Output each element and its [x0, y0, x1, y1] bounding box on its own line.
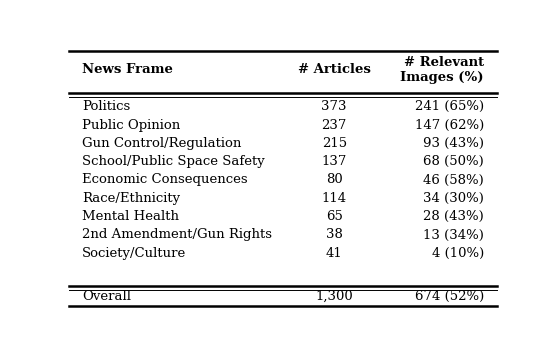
Text: # Articles: # Articles: [298, 63, 371, 76]
Text: 674 (52%): 674 (52%): [415, 290, 484, 303]
Text: Economic Consequences: Economic Consequences: [82, 174, 247, 187]
Text: Race/Ethnicity: Race/Ethnicity: [82, 192, 180, 205]
Text: 2nd Amendment/Gun Rights: 2nd Amendment/Gun Rights: [82, 229, 272, 241]
Text: Gun Control/Regulation: Gun Control/Regulation: [82, 137, 241, 150]
Text: 13 (34%): 13 (34%): [423, 229, 484, 241]
Text: 215: 215: [322, 137, 347, 150]
Text: 80: 80: [326, 174, 343, 187]
Text: Public Opinion: Public Opinion: [82, 119, 180, 132]
Text: 373: 373: [321, 100, 347, 113]
Text: 114: 114: [322, 192, 347, 205]
Text: 46 (58%): 46 (58%): [423, 174, 484, 187]
Text: 28 (43%): 28 (43%): [423, 210, 484, 223]
Text: 237: 237: [322, 119, 347, 132]
Text: Society/Culture: Society/Culture: [82, 247, 186, 260]
Text: 38: 38: [326, 229, 343, 241]
Text: 93 (43%): 93 (43%): [423, 137, 484, 150]
Text: 147 (62%): 147 (62%): [415, 119, 484, 132]
Text: # Relevant
Images (%): # Relevant Images (%): [400, 56, 484, 84]
Text: Politics: Politics: [82, 100, 130, 113]
Text: 137: 137: [322, 155, 347, 168]
Text: 1,300: 1,300: [315, 290, 353, 303]
Text: Overall: Overall: [82, 290, 131, 303]
Text: 34 (30%): 34 (30%): [423, 192, 484, 205]
Text: 241 (65%): 241 (65%): [415, 100, 484, 113]
Text: 65: 65: [326, 210, 343, 223]
Text: Mental Health: Mental Health: [82, 210, 179, 223]
Text: 4 (10%): 4 (10%): [432, 247, 484, 260]
Text: School/Public Space Safety: School/Public Space Safety: [82, 155, 264, 168]
Text: 41: 41: [326, 247, 343, 260]
Text: 68 (50%): 68 (50%): [423, 155, 484, 168]
Text: News Frame: News Frame: [82, 63, 173, 76]
